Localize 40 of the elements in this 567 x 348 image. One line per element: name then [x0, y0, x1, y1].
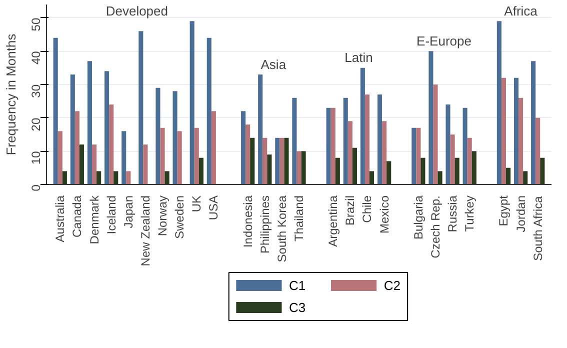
annotation: Africa [504, 4, 538, 18]
x-tick-label: Jordan [514, 195, 528, 232]
annotation: Developed [106, 4, 168, 18]
x-tick-label: USA [206, 195, 221, 220]
x-tick-label: Brazil [343, 195, 358, 226]
annotation: Asia [260, 56, 287, 72]
x-tick-label: UK [190, 196, 204, 212]
y-tick-label: 20 [29, 118, 43, 132]
y-tick-label: 40 [29, 50, 43, 65]
x-tick-label: South Korea [274, 195, 289, 262]
x-tick-label: Thailand [292, 196, 306, 242]
x-tick-label: Iceland [104, 195, 118, 234]
y-tick-label: 0 [29, 184, 43, 192]
x-tick-label: Philippines [258, 195, 272, 254]
legend-label: C2 [384, 278, 400, 293]
legend-label: C3 [289, 300, 306, 315]
x-tick-label: Russia [446, 195, 460, 232]
x-tick-label: Canada [70, 195, 84, 238]
x-tick-label: Turkey [462, 195, 477, 232]
x-tick-label: Indonesia [240, 195, 255, 248]
x-tick-label: Argentina [326, 195, 340, 247]
x-tick-label: Japan [121, 195, 136, 228]
x-tick-label: New Zealand [138, 195, 152, 266]
x-tick-label: Sweden [172, 195, 187, 239]
x-tick-label: South Africa [530, 196, 545, 261]
x-tick-label: Egypt [496, 194, 511, 226]
annotation: Latin [344, 50, 373, 66]
x-tick-label: Czech Rep. [428, 195, 442, 258]
x-tick-label: Norway [156, 195, 170, 236]
x-tick-label: Chile [360, 195, 374, 223]
x-tick-label: Denmark [87, 194, 102, 244]
x-tick-label: Australia [53, 195, 68, 242]
x-tick-label: Mexico [377, 195, 392, 234]
legend-label: C1 [289, 278, 306, 293]
y-axis-title: Frequency in Months [4, 33, 18, 156]
y-tick-label: 10 [29, 150, 43, 165]
y-tick-label: 50 [29, 18, 43, 32]
x-tick-label: Bulgaria [411, 195, 426, 240]
y-tick-label: 30 [29, 84, 43, 98]
annotation: E-Europe [416, 34, 472, 48]
